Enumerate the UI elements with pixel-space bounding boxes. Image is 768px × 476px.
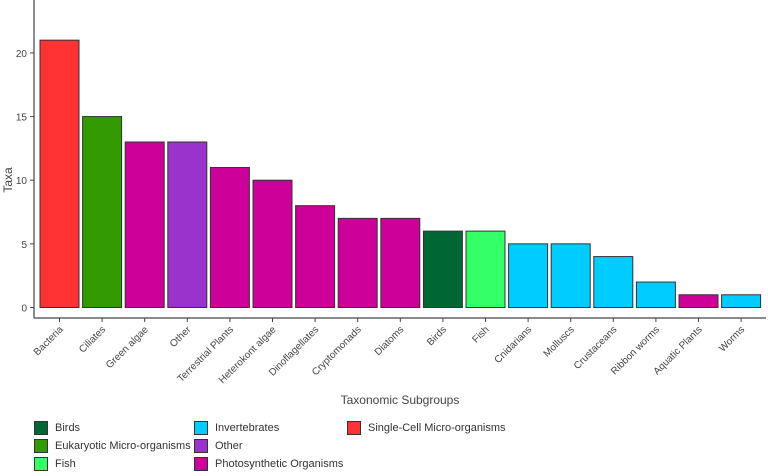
legend-swatch (194, 420, 208, 435)
x-tick-label: Bacteria (32, 324, 66, 358)
legend-label: Birds (55, 421, 81, 434)
legend-label: Single-Cell Micro-organisms (368, 421, 506, 434)
bar-cryptomonads (337, 217, 378, 308)
legend-label: Eukaryotic Micro-organisms (55, 439, 191, 452)
x-tick-label: Molluscs (542, 324, 577, 359)
legend-item: Eukaryotic Micro-organisms (34, 438, 194, 453)
y-tick-label: 5 (21, 240, 27, 251)
bar-birds (422, 230, 463, 308)
legend: Birds Invertebrates Single-Cell Micro-orga… (34, 420, 547, 471)
y-tick-label: 10 (16, 176, 28, 187)
bar-cnidarians (508, 243, 549, 309)
legend-item: Photosynthetic Organisms (194, 456, 347, 471)
y-tick-label: 20 (16, 49, 28, 60)
bar-dinoflagellates (295, 205, 336, 308)
legend-label: Photosynthetic Organisms (215, 457, 344, 470)
x-axis-label: Taxonomic Subgroups (341, 393, 460, 407)
legend-label: Other (215, 439, 243, 452)
legend-item: Invertebrates (194, 420, 347, 435)
legend-swatch (194, 456, 208, 471)
legend-swatch (347, 420, 361, 435)
bar-ribbon-worms (635, 281, 676, 309)
y-axis-label: Taxa (1, 167, 15, 193)
x-tick-label: Diatoms (373, 324, 407, 358)
bar-other (167, 141, 208, 308)
bar-molluscs (550, 243, 591, 309)
legend-swatch (34, 456, 48, 471)
bar-green-algae (124, 141, 165, 308)
y-tick-label: 15 (16, 113, 28, 124)
bar-terrestrial-plants (209, 166, 250, 308)
bar-heterokont-algae (252, 179, 293, 308)
legend-item: Other (194, 438, 347, 453)
y-tick-label: 0 (21, 304, 27, 315)
bar-worms (721, 294, 762, 308)
x-tick-label: Fish (470, 324, 491, 345)
bar-crustaceans (593, 256, 634, 308)
legend-item: Fish (34, 456, 194, 471)
legend-item: Single-Cell Micro-organisms (347, 420, 547, 435)
legend-swatch (194, 438, 208, 453)
bar-bacteria (39, 39, 80, 308)
bar-aquatic-plants (678, 294, 719, 308)
bar-ciliates (82, 116, 123, 308)
x-tick-label: Birds (425, 324, 449, 348)
x-tick-label: Cnidarians (493, 324, 535, 366)
bar-fish (465, 230, 506, 308)
x-tick-label: Ciliates (77, 324, 108, 355)
legend-label: Fish (55, 457, 76, 470)
x-tick-label: Green algae (104, 324, 151, 371)
bar-diatoms (380, 217, 421, 308)
x-tick-label: Crustaceans (572, 324, 619, 371)
legend-label: Invertebrates (215, 421, 280, 434)
legend-item: Birds (34, 420, 194, 435)
legend-swatch (34, 438, 48, 453)
legend-swatch (34, 420, 48, 435)
x-tick-label: Worms (717, 324, 747, 354)
x-tick-label: Other (168, 324, 194, 350)
